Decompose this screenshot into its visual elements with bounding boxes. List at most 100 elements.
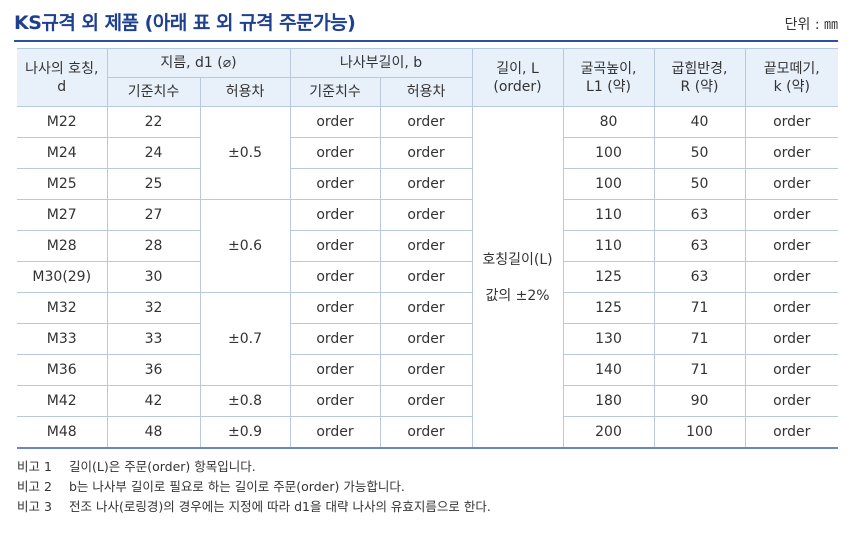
- cell-bend-height: 130: [562, 323, 655, 355]
- cell-radius: 63: [653, 199, 746, 231]
- cell-bend-height: 200: [562, 416, 655, 449]
- cell-thread-tol: order: [379, 106, 473, 138]
- cell-thread-tol: order: [379, 137, 473, 169]
- cell-chamfer: order: [744, 261, 839, 293]
- page-title: KS규격 외 제품 (아래 표 외 규격 주문가능): [14, 12, 356, 34]
- cell-diameter: 36: [106, 354, 201, 386]
- cell-thread-std: order: [289, 199, 381, 231]
- cell-radius: 40: [653, 106, 746, 138]
- cell-chamfer: order: [744, 199, 839, 231]
- cell-nominal: M25: [17, 168, 108, 200]
- cell-nominal: M28: [17, 230, 108, 262]
- cell-nominal: M24: [17, 137, 108, 169]
- cell-diameter: 48: [106, 416, 201, 449]
- cell-thread-std: order: [289, 106, 381, 138]
- spec-table: 나사의 호칭, d 지름, d1 (⌀) 나사부길이, b 길이, L (order…: [17, 48, 839, 449]
- cell-bend-height: 110: [562, 230, 655, 262]
- cell-bend-height: 125: [562, 261, 655, 293]
- cell-thread-tol: order: [379, 199, 473, 231]
- cell-thread-tol: order: [379, 261, 473, 293]
- cell-radius: 63: [653, 261, 746, 293]
- note-text: 전조 나사(로링경)의 경우에는 지정에 따라 d1을 대략 나사의 유효지름으…: [69, 499, 491, 514]
- cell-tolerance: ±0.9: [199, 416, 291, 449]
- cell-nominal: M48: [17, 416, 108, 449]
- notes: 비고 1 길이(L)은 주문(order) 항목입니다. 비고 2 b는 나사부…: [17, 457, 491, 517]
- table-row: M25 25 order order 100 50 order: [17, 168, 839, 200]
- cell-thread-tol: order: [379, 230, 473, 262]
- header-bend-height: 굴곡높이, L1 (약): [562, 48, 655, 107]
- header-thread-tol: 허용차: [379, 77, 473, 107]
- cell-thread-std: order: [289, 137, 381, 169]
- cell-radius: 50: [653, 168, 746, 200]
- header-thread-length: 나사부길이, b: [289, 48, 473, 78]
- cell-tolerance: ±0.5: [199, 106, 291, 200]
- cell-tolerance: ±0.7: [199, 292, 291, 386]
- header-length: 길이, L (order): [471, 48, 564, 107]
- unit-label: 단위 : ㎜: [784, 17, 838, 33]
- cell-thread-tol: order: [379, 385, 473, 417]
- cell-thread-std: order: [289, 230, 381, 262]
- cell-bend-height: 80: [562, 106, 655, 138]
- table-row: M42 42 ±0.8 order order 180 90 order: [17, 385, 839, 417]
- cell-tolerance: ±0.8: [199, 385, 291, 417]
- cell-chamfer: order: [744, 168, 839, 200]
- cell-thread-std: order: [289, 354, 381, 386]
- cell-bend-height: 100: [562, 168, 655, 200]
- cell-tolerance: ±0.6: [199, 199, 291, 293]
- cell-nominal: M27: [17, 199, 108, 231]
- cell-chamfer: order: [744, 385, 839, 417]
- title-divider: [14, 40, 838, 42]
- cell-chamfer: order: [744, 354, 839, 386]
- cell-diameter: 42: [106, 385, 201, 417]
- cell-nominal: M32: [17, 292, 108, 324]
- note-label: 비고 1: [17, 459, 52, 474]
- cell-thread-std: order: [289, 385, 381, 417]
- cell-radius: 100: [653, 416, 746, 449]
- table-row: M48 48 ±0.9 order order 200 100 order: [17, 416, 839, 449]
- cell-thread-std: order: [289, 168, 381, 200]
- cell-chamfer: order: [744, 416, 839, 449]
- cell-diameter: 28: [106, 230, 201, 262]
- note-3: 비고 3 전조 나사(로링경)의 경우에는 지정에 따라 d1을 대략 나사의 …: [17, 497, 491, 517]
- header-end-chamfer: 끝모떼기, k (약): [744, 48, 839, 107]
- table-row: M22 22 ±0.5 order order 호칭길이(L) 값의 ±2% 80…: [17, 106, 839, 449]
- cell-bend-height: 100: [562, 137, 655, 169]
- cell-diameter: 22: [106, 106, 201, 138]
- header-diameter: 지름, d1 (⌀): [106, 48, 291, 78]
- cell-radius: 90: [653, 385, 746, 417]
- cell-chamfer: order: [744, 230, 839, 262]
- cell-thread-std: order: [289, 261, 381, 293]
- cell-nominal: M33: [17, 323, 108, 355]
- cell-nominal: M42: [17, 385, 108, 417]
- cell-thread-tol: order: [379, 416, 473, 449]
- table-row: M33 33 order order 130 71 order: [17, 323, 839, 355]
- cell-radius: 50: [653, 137, 746, 169]
- header-nominal: 나사의 호칭, d: [17, 48, 108, 107]
- note-2: 비고 2 b는 나사부 길이로 필요로 하는 길이로 주문(order) 가능합…: [17, 477, 491, 497]
- table-row: M30(29) 30 order order 125 63 order: [17, 261, 839, 293]
- table-row: M32 32 ±0.7 order order 125 71 order: [17, 292, 839, 386]
- cell-diameter: 27: [106, 199, 201, 231]
- cell-radius: 63: [653, 230, 746, 262]
- cell-bend-height: 140: [562, 354, 655, 386]
- cell-thread-tol: order: [379, 292, 473, 324]
- table-row: M24 24 order order 100 50 order: [17, 137, 839, 169]
- cell-radius: 71: [653, 323, 746, 355]
- cell-nominal: M30(29): [17, 261, 108, 293]
- cell-diameter: 30: [106, 261, 201, 293]
- cell-diameter: 32: [106, 292, 201, 324]
- cell-thread-tol: order: [379, 168, 473, 200]
- cell-nominal: M36: [17, 354, 108, 386]
- cell-radius: 71: [653, 292, 746, 324]
- cell-bend-height: 180: [562, 385, 655, 417]
- cell-length: 호칭길이(L) 값의 ±2%: [471, 106, 564, 449]
- note-label: 비고 3: [17, 499, 52, 514]
- table-row: M27 27 ±0.6 order order 110 63 order: [17, 199, 839, 293]
- cell-diameter: 24: [106, 137, 201, 169]
- cell-bend-height: 125: [562, 292, 655, 324]
- cell-nominal: M22: [17, 106, 108, 138]
- cell-bend-height: 110: [562, 199, 655, 231]
- header-thread-std: 기준치수: [289, 77, 381, 107]
- cell-thread-std: order: [289, 292, 381, 324]
- cell-diameter: 25: [106, 168, 201, 200]
